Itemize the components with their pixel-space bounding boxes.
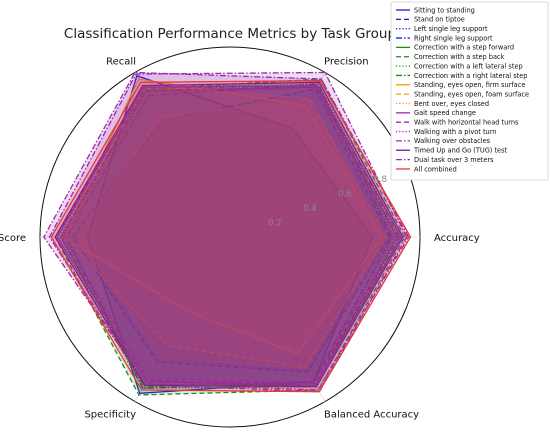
legend-item: Correction with a right lateral step <box>396 72 527 80</box>
series-16 <box>54 81 404 388</box>
legend-item: Walking with a pivot turn <box>396 128 496 136</box>
legend-label: Standing, eyes open, firm surface <box>414 81 525 89</box>
grid-spoke <box>229 236 326 402</box>
legend-label: Left single leg support <box>414 25 488 33</box>
legend-item: Right single leg support <box>396 34 493 42</box>
radial-tick-label: 0.8 <box>373 175 387 185</box>
radial-tick-label: 0.2 <box>268 219 282 229</box>
series-area <box>59 83 401 389</box>
radial-tick-label: 0.4 <box>303 204 317 214</box>
series-area <box>87 75 373 394</box>
axis-label: Balanced Accuracy <box>324 410 419 421</box>
series-line <box>54 81 404 388</box>
legend-item: Correction with a left lateral step <box>396 62 523 70</box>
legend-box <box>390 1 549 181</box>
legend-label: Correction with a step forward <box>414 44 514 52</box>
legend-item: Dual task over 3 meters <box>396 156 494 164</box>
series-area <box>64 85 386 367</box>
legend-item: Bent over, eyes closed <box>396 100 489 108</box>
grid-spoke <box>134 236 231 402</box>
series-area <box>57 85 401 386</box>
series-2 <box>71 88 391 373</box>
legend-label: Gait speed change <box>414 109 476 117</box>
series-17 <box>43 71 410 391</box>
legend-label: Correction with a left lateral step <box>414 62 523 70</box>
chart-title: Classification Performance Metrics by Ta… <box>64 26 396 42</box>
series-area <box>55 79 405 395</box>
series-line <box>60 86 398 385</box>
series-11 <box>77 99 385 370</box>
series-area <box>49 72 407 392</box>
series-area <box>55 82 403 387</box>
legend-item: Left single leg support <box>396 25 488 33</box>
series-area <box>66 83 392 389</box>
axis-label: F1-Score <box>0 233 26 244</box>
series-line <box>77 99 385 370</box>
legend-item: Walk with horizontal head turns <box>396 119 519 127</box>
legend-label: Bent over, eyes closed <box>414 100 489 108</box>
series-15 <box>48 71 408 393</box>
legend-item: Stand on tiptoe <box>396 16 465 24</box>
axis-labels: Accuracy Precision Recall F1-Score Specifici… <box>0 56 480 420</box>
series-area <box>60 85 400 387</box>
series-line <box>62 88 397 383</box>
series-area <box>72 88 390 372</box>
grid-spoke <box>229 72 326 238</box>
series-line <box>61 78 383 355</box>
series-line <box>50 80 412 393</box>
series-line <box>56 84 402 386</box>
legend-item: Timed Up and Go (TUG) test <box>396 147 508 155</box>
grid-spoke <box>134 72 231 238</box>
series-area <box>62 79 383 354</box>
series-10 <box>63 84 387 368</box>
series-layer <box>43 71 412 396</box>
axis-label: Specificity <box>84 410 136 421</box>
series-line <box>60 84 400 388</box>
legend-label: Stand on tiptoe <box>414 16 465 24</box>
legend-item: Standing, eyes open, foam surface <box>396 90 529 98</box>
series-area <box>60 87 398 384</box>
legend-item: Correction with a step back <box>396 53 505 61</box>
radial-tick-label: 0.6 <box>338 189 352 199</box>
series-8 <box>60 84 400 388</box>
legend-label: Right single leg support <box>414 34 493 42</box>
legend-item: Gait speed change <box>396 109 476 117</box>
legend-label: All combined <box>414 165 457 173</box>
series-14 <box>62 88 397 383</box>
series-18 <box>50 80 412 393</box>
legend-label: Walk with horizontal head turns <box>414 119 519 127</box>
series-area <box>51 80 411 392</box>
series-area <box>43 72 409 391</box>
axis-label: Accuracy <box>434 233 480 244</box>
series-line <box>43 71 410 391</box>
series-area <box>60 87 398 386</box>
series-area <box>78 100 384 369</box>
legend-item: All combined <box>396 165 457 173</box>
legend-item: Correction with a step forward <box>396 44 514 52</box>
legend-label: Walking with a pivot turn <box>414 128 496 136</box>
legend-item: Sitting to standing <box>396 6 475 14</box>
series-line <box>48 71 408 393</box>
series-9 <box>61 78 383 355</box>
series-line <box>63 84 387 368</box>
legend-item: Standing, eyes open, firm surface <box>396 81 525 89</box>
legend-item: Walking over obstacles <box>396 137 491 145</box>
axis-label: Precision <box>324 56 369 67</box>
axis-label: Recall <box>106 56 136 67</box>
legend-label: Walking over obstacles <box>414 137 491 145</box>
legend-label: Standing, eyes open, foam surface <box>414 90 529 98</box>
legend-label: Dual task over 3 meters <box>414 156 494 164</box>
legend-label: Timed Up and Go (TUG) test <box>413 147 508 155</box>
legend-label: Correction with a right lateral step <box>414 72 527 80</box>
series-13 <box>60 86 398 385</box>
legend-label: Sitting to standing <box>414 6 475 14</box>
series-line <box>71 88 391 373</box>
series-area <box>62 88 396 382</box>
series-area <box>64 85 394 386</box>
series-12 <box>56 84 402 386</box>
legend-label: Correction with a step back <box>414 53 505 61</box>
